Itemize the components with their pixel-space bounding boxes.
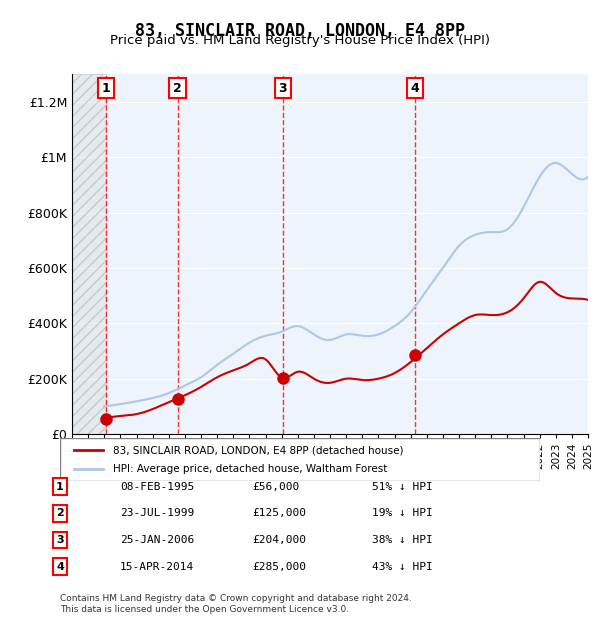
- Text: 1: 1: [101, 82, 110, 95]
- Text: £204,000: £204,000: [252, 535, 306, 545]
- Text: 1: 1: [56, 482, 64, 492]
- Text: £56,000: £56,000: [252, 482, 299, 492]
- Text: 3: 3: [56, 535, 64, 545]
- 83, SINCLAIR ROAD, LONDON, E4 8PP (detached house): [101, 415, 108, 422]
- 83, SINCLAIR ROAD, LONDON, E4 8PP (detached house): [389, 371, 396, 378]
- Text: 38% ↓ HPI: 38% ↓ HPI: [372, 535, 433, 545]
- HPI: Average price, detached house, Waltham Forest: (2.01e+03, 3.85e+05): Average price, detached house, Waltham F…: [389, 324, 396, 331]
- HPI: Average price, detached house, Waltham Forest: (2.02e+03, 7.31e+05): Average price, detached house, Waltham F…: [497, 228, 505, 236]
- HPI: Average price, detached house, Waltham Forest: (2e+03, 1e+05): Average price, detached house, Waltham F…: [101, 402, 108, 410]
- Bar: [72, 74, 106, 434]
- HPI: Average price, detached house, Waltham Forest: (2.02e+03, 9.3e+05): Average price, detached house, Waltham F…: [584, 173, 592, 180]
- Text: 43% ↓ HPI: 43% ↓ HPI: [372, 562, 433, 572]
- 83, SINCLAIR ROAD, LONDON, E4 8PP (detached house): [584, 296, 592, 304]
- Text: 08-FEB-1995: 08-FEB-1995: [120, 482, 194, 492]
- HPI: Average price, detached house, Waltham Forest: (2.01e+03, 3.48e+05): Average price, detached house, Waltham F…: [334, 334, 341, 342]
- Text: 83, SINCLAIR ROAD, LONDON, E4 8PP: 83, SINCLAIR ROAD, LONDON, E4 8PP: [135, 22, 465, 40]
- Line: HPI: Average price, detached house, Waltham Forest: HPI: Average price, detached house, Walt…: [104, 163, 588, 406]
- Text: £285,000: £285,000: [252, 562, 306, 572]
- Text: 19% ↓ HPI: 19% ↓ HPI: [372, 508, 433, 518]
- 83, SINCLAIR ROAD, LONDON, E4 8PP (detached house): [334, 378, 341, 385]
- Text: 3: 3: [278, 82, 287, 95]
- Text: Price paid vs. HM Land Registry's House Price Index (HPI): Price paid vs. HM Land Registry's House …: [110, 34, 490, 47]
- Text: 2: 2: [56, 508, 64, 518]
- Text: 23-JUL-1999: 23-JUL-1999: [120, 508, 194, 518]
- 83, SINCLAIR ROAD, LONDON, E4 8PP (detached house): [574, 295, 581, 303]
- Text: 2: 2: [173, 82, 182, 95]
- 83, SINCLAIR ROAD, LONDON, E4 8PP (detached house): [331, 378, 338, 386]
- FancyBboxPatch shape: [60, 438, 540, 480]
- Text: 83, SINCLAIR ROAD, LONDON, E4 8PP (detached house): 83, SINCLAIR ROAD, LONDON, E4 8PP (detac…: [113, 445, 403, 455]
- Text: 51% ↓ HPI: 51% ↓ HPI: [372, 482, 433, 492]
- Text: £125,000: £125,000: [252, 508, 306, 518]
- HPI: Average price, detached house, Waltham Forest: (2.01e+03, 3.54e+05): Average price, detached house, Waltham F…: [362, 332, 370, 340]
- Text: HPI: Average price, detached house, Waltham Forest: HPI: Average price, detached house, Walt…: [113, 464, 387, 474]
- HPI: Average price, detached house, Waltham Forest: (2.02e+03, 9.25e+05): Average price, detached house, Waltham F…: [574, 174, 581, 182]
- Text: 15-APR-2014: 15-APR-2014: [120, 562, 194, 572]
- Text: 4: 4: [411, 82, 419, 95]
- 83, SINCLAIR ROAD, LONDON, E4 8PP (detached house): [537, 278, 544, 286]
- HPI: Average price, detached house, Waltham Forest: (2.01e+03, 3.43e+05): Average price, detached house, Waltham F…: [331, 335, 338, 343]
- HPI: Average price, detached house, Waltham Forest: (2.02e+03, 9.8e+05): Average price, detached house, Waltham F…: [551, 159, 559, 167]
- Line: 83, SINCLAIR ROAD, LONDON, E4 8PP (detached house): 83, SINCLAIR ROAD, LONDON, E4 8PP (detac…: [104, 282, 588, 418]
- Text: Contains HM Land Registry data © Crown copyright and database right 2024.
This d: Contains HM Land Registry data © Crown c…: [60, 595, 412, 614]
- Text: 25-JAN-2006: 25-JAN-2006: [120, 535, 194, 545]
- 83, SINCLAIR ROAD, LONDON, E4 8PP (detached house): [497, 311, 505, 318]
- 83, SINCLAIR ROAD, LONDON, E4 8PP (detached house): [362, 376, 370, 384]
- Text: 4: 4: [56, 562, 64, 572]
